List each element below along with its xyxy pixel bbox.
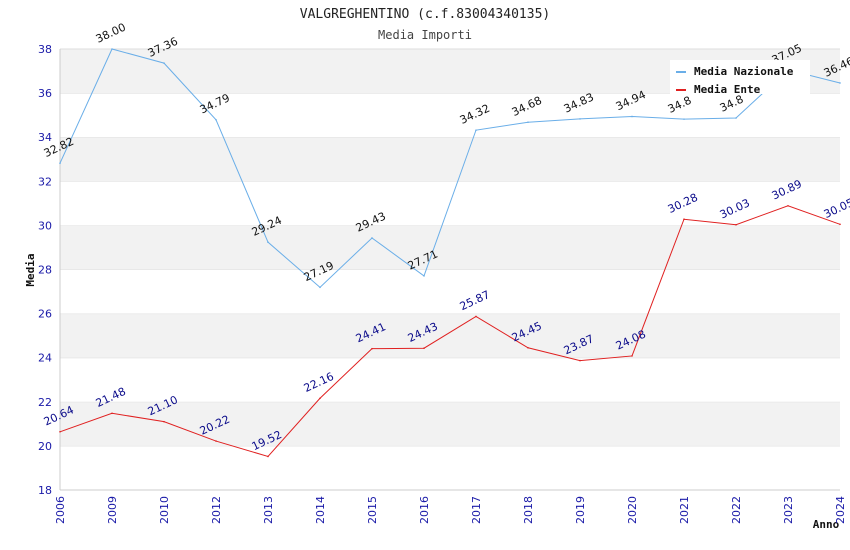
data-point — [475, 129, 477, 131]
data-point — [631, 115, 633, 118]
x-tick-labels: 2006 2009 2010 2012 2013 2014 2015 2016 2017 2018… — [54, 496, 847, 524]
data-point — [475, 315, 477, 318]
y-tick-label: 22 — [38, 396, 52, 409]
x-tick-label: 2015 — [366, 496, 379, 524]
x-tick-label: 2009 — [106, 496, 119, 524]
data-point — [579, 118, 581, 120]
data-point — [839, 223, 841, 226]
x-tick-label: 2020 — [626, 496, 639, 524]
grid-band — [60, 401, 840, 446]
grid-band — [60, 225, 840, 270]
series-lines — [59, 48, 841, 458]
x-tick-label: 2018 — [522, 496, 535, 524]
data-point — [215, 440, 217, 442]
series-line-media-ente — [59, 205, 841, 458]
grid-band — [60, 445, 840, 490]
x-tick-label: 2019 — [574, 496, 587, 524]
x-tick-label: 2014 — [314, 496, 327, 524]
chart-subtitle: Media Importi — [378, 28, 472, 42]
y-tick-label: 34 — [38, 131, 52, 144]
data-point — [59, 162, 61, 165]
y-tick-label: 28 — [38, 264, 52, 277]
data-point — [371, 347, 373, 350]
data-point — [215, 118, 217, 121]
y-axis-title: Media — [24, 253, 37, 286]
data-point — [839, 82, 841, 84]
legend-label-ente: Media Ente — [694, 83, 761, 96]
y-tick-label: 38 — [38, 43, 52, 56]
y-tick-label: 36 — [38, 87, 52, 100]
data-point — [683, 218, 685, 221]
y-tick-label: 20 — [38, 440, 52, 453]
x-tick-label: 2013 — [262, 496, 275, 524]
grid-bands — [60, 48, 840, 490]
data-point — [267, 455, 269, 458]
data-point — [163, 62, 165, 64]
x-tick-label: 2022 — [730, 496, 743, 524]
data-point — [631, 355, 633, 357]
data-point — [371, 237, 373, 239]
x-tick-label: 2023 — [782, 496, 795, 524]
y-tick-label: 32 — [38, 175, 52, 188]
y-tick-label: 26 — [38, 308, 52, 321]
data-point — [111, 48, 113, 50]
x-tick-label: 2010 — [158, 496, 171, 524]
x-axis-title: Anno — [813, 518, 840, 531]
grid-band — [60, 269, 840, 314]
x-tick-label: 2016 — [418, 496, 431, 524]
x-tick-label: 2024 — [834, 496, 847, 524]
legend-label-nazionale: Media Nazionale — [694, 65, 794, 78]
x-tick-label: 2017 — [470, 496, 483, 524]
grid-band — [60, 137, 840, 182]
y-tick-label: 24 — [38, 352, 52, 365]
x-tick-label: 2012 — [210, 496, 223, 524]
data-point — [59, 430, 61, 433]
data-point — [111, 412, 113, 415]
data-point — [423, 275, 425, 277]
data-point — [423, 347, 425, 350]
grid-band — [60, 313, 840, 358]
legend: Media Nazionale Media Ente — [670, 60, 810, 96]
data-point — [163, 420, 165, 423]
x-tick-label: 2021 — [678, 496, 691, 524]
data-point — [735, 117, 737, 119]
data-point — [267, 241, 269, 243]
grid-band — [60, 93, 840, 138]
data-label: 38.00 — [94, 21, 128, 46]
data-point — [527, 121, 529, 124]
series-line-media-nazionale — [59, 48, 841, 289]
legend-box — [670, 60, 810, 94]
data-point — [735, 223, 737, 226]
data-point — [319, 286, 321, 289]
data-point — [319, 397, 321, 400]
y-tick-labels: 18 20 22 24 26 28 30 32 34 36 38 — [38, 43, 52, 497]
y-tick-label: 30 — [38, 219, 52, 232]
data-point — [527, 346, 529, 349]
data-point — [579, 359, 581, 362]
chart-title: VALGREGHENTINO (c.f.83004340135) — [300, 7, 550, 22]
grid-band — [60, 357, 840, 402]
x-tick-label: 2006 — [54, 496, 67, 524]
data-point — [683, 118, 685, 120]
data-point — [787, 204, 789, 207]
y-tick-label: 18 — [38, 484, 52, 497]
